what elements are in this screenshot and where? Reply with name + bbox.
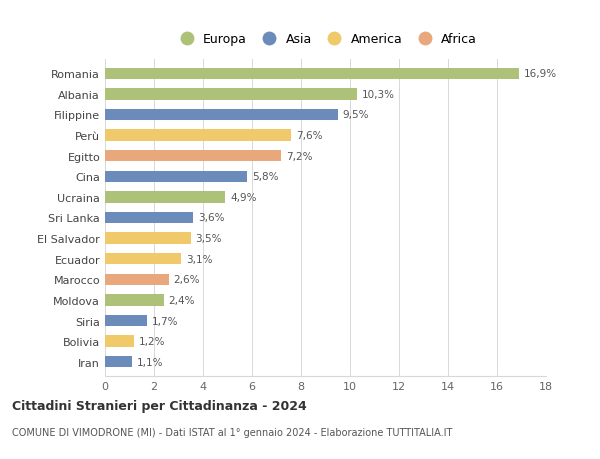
Bar <box>105 233 191 244</box>
Bar <box>105 151 281 162</box>
Bar <box>105 336 134 347</box>
Text: 1,7%: 1,7% <box>152 316 178 326</box>
Text: 4,9%: 4,9% <box>230 192 256 202</box>
Bar <box>105 89 358 100</box>
Text: 9,5%: 9,5% <box>343 110 369 120</box>
Text: 7,2%: 7,2% <box>286 151 313 161</box>
Text: 3,6%: 3,6% <box>198 213 224 223</box>
Bar <box>105 253 181 265</box>
Text: 2,6%: 2,6% <box>173 275 200 285</box>
Text: 3,5%: 3,5% <box>196 234 222 244</box>
Text: COMUNE DI VIMODRONE (MI) - Dati ISTAT al 1° gennaio 2024 - Elaborazione TUTTITAL: COMUNE DI VIMODRONE (MI) - Dati ISTAT al… <box>12 427 452 437</box>
Bar <box>105 171 247 183</box>
Bar <box>105 192 225 203</box>
Text: 5,8%: 5,8% <box>252 172 278 182</box>
Bar <box>105 274 169 285</box>
Bar <box>105 213 193 224</box>
Bar <box>105 68 519 80</box>
Bar <box>105 356 132 368</box>
Legend: Europa, Asia, America, Africa: Europa, Asia, America, Africa <box>169 28 482 51</box>
Text: 16,9%: 16,9% <box>524 69 557 79</box>
Text: 7,6%: 7,6% <box>296 131 323 141</box>
Bar <box>105 295 164 306</box>
Bar <box>105 130 291 141</box>
Bar <box>105 110 338 121</box>
Text: 3,1%: 3,1% <box>186 254 212 264</box>
Text: 1,2%: 1,2% <box>139 336 166 347</box>
Text: 10,3%: 10,3% <box>362 90 395 100</box>
Text: Cittadini Stranieri per Cittadinanza - 2024: Cittadini Stranieri per Cittadinanza - 2… <box>12 399 307 412</box>
Text: 2,4%: 2,4% <box>169 295 195 305</box>
Bar <box>105 315 146 326</box>
Text: 1,1%: 1,1% <box>137 357 163 367</box>
